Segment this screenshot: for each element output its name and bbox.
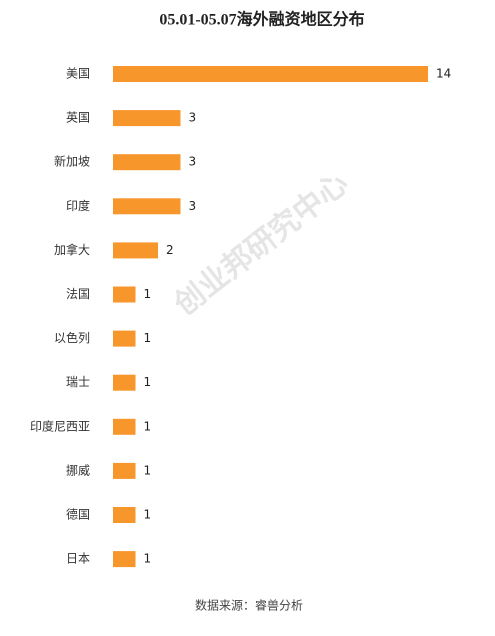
y-tick-label: 日本 xyxy=(66,552,90,566)
value-label: 1 xyxy=(144,552,152,566)
y-tick-label: 德国 xyxy=(66,507,90,522)
bar xyxy=(113,110,181,127)
value-label: 1 xyxy=(144,287,152,301)
y-tick-label: 美国 xyxy=(66,67,90,81)
bar xyxy=(113,198,181,215)
bar xyxy=(113,286,136,303)
value-label: 14 xyxy=(436,67,451,81)
y-tick-label: 新加坡 xyxy=(54,154,90,169)
bar xyxy=(113,462,136,479)
value-label: 2 xyxy=(166,243,174,257)
value-label: 1 xyxy=(144,419,152,433)
y-tick-label: 英国 xyxy=(66,111,90,125)
y-tick-label: 印度尼西亚 xyxy=(30,418,90,433)
bar xyxy=(113,507,136,523)
value-label: 3 xyxy=(189,199,197,213)
y-tick-label: 加拿大 xyxy=(54,242,90,257)
bar xyxy=(113,242,158,259)
value-label: 3 xyxy=(189,155,197,169)
source-note: 数据来源：睿兽分析 xyxy=(195,598,303,613)
y-tick-label: 印度 xyxy=(66,198,90,213)
bar xyxy=(113,418,136,435)
y-tick-label: 挪威 xyxy=(66,463,90,477)
value-label: 1 xyxy=(144,375,152,389)
value-label: 1 xyxy=(144,508,152,522)
bar xyxy=(113,551,136,568)
y-tick-label: 瑞士 xyxy=(66,375,90,389)
y-tick-label: 法国 xyxy=(66,287,90,301)
bar xyxy=(113,330,136,347)
bar xyxy=(113,154,181,171)
value-label: 1 xyxy=(144,463,152,477)
bar xyxy=(113,374,136,391)
chart-title: 05.01-05.07海外融资地区分布 xyxy=(159,10,364,29)
value-label: 1 xyxy=(144,331,152,345)
value-label: 3 xyxy=(189,111,197,125)
bar xyxy=(113,66,428,82)
y-tick-label: 以色列 xyxy=(54,331,90,345)
